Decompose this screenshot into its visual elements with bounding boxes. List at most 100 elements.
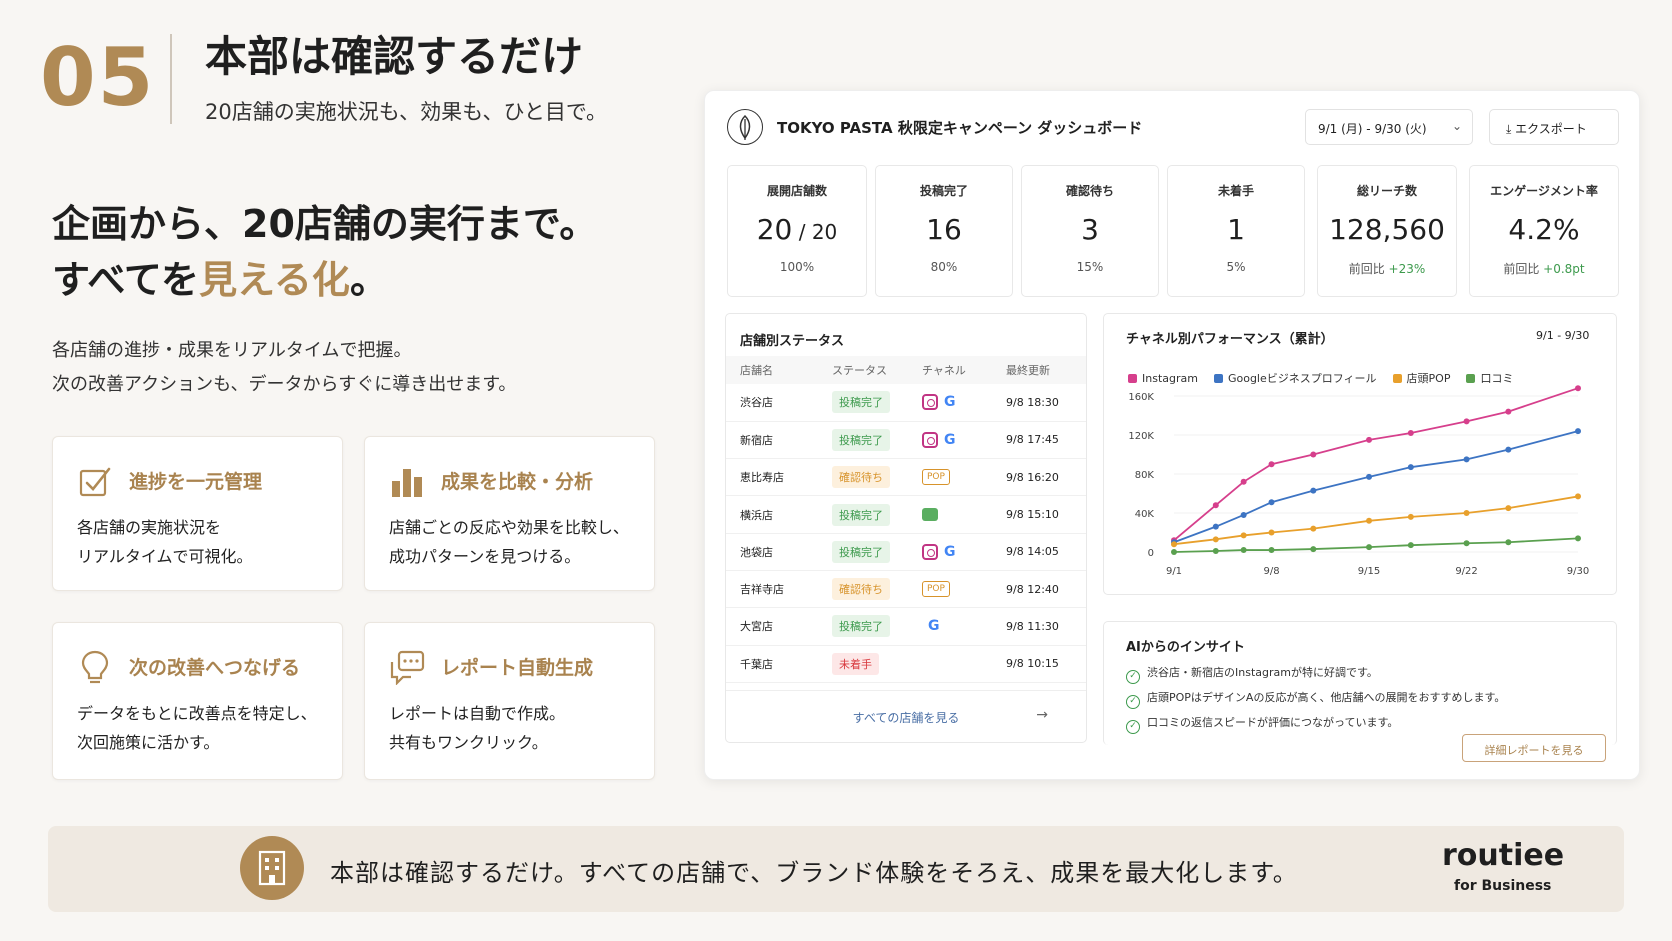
table-header-row: 店舗名 ステータス チャネル 最終更新 — [726, 356, 1086, 384]
cell-channel: G — [908, 384, 992, 422]
cell-store: 大宮店 — [726, 607, 818, 646]
kpi-sub: 前回比 +0.8pt — [1470, 260, 1618, 277]
cell-store: 横浜店 — [726, 495, 818, 534]
footer-message: 本部は確認するだけ。すべての店舗で、ブランド体験をそろえ、成果を最大化します。 — [330, 859, 1298, 887]
cell-updated: 9/8 11:30 — [992, 607, 1086, 646]
table-row[interactable]: 吉祥寺店 確認待ち POP 9/8 12:40 — [726, 570, 1086, 609]
cell-status: 投稿完了 — [818, 495, 908, 534]
legend-item: 口コミ — [1466, 372, 1513, 385]
export-button[interactable]: ⤓ エクスポート — [1489, 109, 1619, 145]
page-title: 本部は確認するだけ — [205, 32, 584, 81]
cell-updated: 9/8 14:05 — [992, 533, 1086, 571]
data-point — [1366, 436, 1373, 443]
cell-store: 吉祥寺店 — [726, 570, 818, 609]
kpi-sub-delta: +23% — [1388, 262, 1426, 276]
detail-report-button[interactable]: 詳細レポートを見る — [1462, 734, 1606, 762]
data-point — [1310, 487, 1317, 494]
header-divider — [170, 34, 172, 124]
cell-channel: POP — [908, 570, 992, 609]
channel-performance-panel: チャネル別パフォーマンス（累計） 9/1 - 9/30 Instagram Goo… — [1103, 313, 1617, 595]
feature-card-compare: 成果を比較・分析 店舗ごとの反応や効果を比較し、 成功パターンを見つける。 — [364, 436, 655, 591]
data-point — [1212, 502, 1219, 509]
table-row[interactable]: 千葉店 未着手 9/8 10:15 — [726, 645, 1086, 683]
checklist-icon — [79, 467, 111, 497]
google-icon: G — [944, 431, 956, 448]
see-all-stores-link[interactable]: すべての店舗を見る → — [726, 690, 1086, 742]
see-all-label: すべての店舗を見る — [852, 711, 960, 725]
cell-store: 千葉店 — [726, 645, 818, 683]
series-line — [1173, 430, 1579, 544]
cell-status: 投稿完了 — [818, 607, 908, 646]
data-point — [1463, 540, 1470, 547]
description: 各店舗の進捗・成果をリアルタイムで把握。 次の改善アクションも、データからすぐに… — [52, 334, 516, 402]
kpi-card-stores: 展開店舗数 20 / 20 100% — [727, 165, 867, 297]
brand-logo — [727, 109, 763, 145]
description-line1: 各店舗の進捗・成果をリアルタイムで把握。 — [52, 340, 412, 361]
kpi-label: 投稿完了 — [919, 184, 968, 198]
data-point — [1505, 539, 1512, 546]
export-label: エクスポート — [1515, 122, 1587, 136]
table-row[interactable]: 恵比寿店 確認待ち POP 9/8 16:20 — [726, 458, 1086, 497]
feature-text-line1: 各店舗の実施状況を — [77, 518, 222, 537]
date-range-select[interactable]: 9/1 (月) - 9/30 (火) ⌄ — [1305, 109, 1473, 145]
status-badge: 投稿完了 — [832, 428, 890, 451]
y-tick-label: 80K — [1135, 470, 1155, 481]
pop-icon: POP — [922, 469, 950, 486]
store-status-panel: 店舗別ステータス 店舗名 ステータス チャネル 最終更新 渋谷店 投稿完了 G 9/8… — [725, 313, 1087, 743]
status-badge: 確認待ち — [832, 578, 890, 601]
page-subtitle: 20店舗の実施状況も、効果も、ひと目で。 — [205, 100, 607, 124]
kpi-sub: 前回比 +23% — [1318, 260, 1456, 277]
kpi-card-pending: 確認待ち 3 15% — [1021, 165, 1159, 297]
legend-item: Googleビジネスプロフィール — [1213, 372, 1377, 385]
data-point — [1366, 517, 1373, 524]
feature-card-report: レポート自動生成 レポートは自動で作成。 共有もワンクリック。 — [364, 622, 655, 780]
brand-subtitle: for Business — [1454, 878, 1552, 894]
kpi-label: エンゲージメント率 — [1490, 184, 1598, 198]
insight-item: ✓ 口コミの返信スピードが評価につながっています。 — [1126, 714, 1398, 734]
insight-text: 店頭POPはデザインAの反応が高く、他店舗への展開をおすすめします。 — [1147, 691, 1506, 704]
feature-text-line2: 共有もワンクリック。 — [389, 733, 548, 752]
feature-text-line1: データをもとに改善点を特定し、 — [77, 704, 317, 723]
data-point — [1463, 418, 1470, 425]
kpi-value: 3 — [1081, 213, 1099, 246]
description-line2: 次の改善アクションも、データからすぐに導き出せます。 — [52, 374, 517, 395]
cell-updated: 9/8 17:45 — [992, 421, 1086, 460]
cell-store: 新宿店 — [726, 421, 818, 460]
dashboard: TOKYO PASTA 秋限定キャンペーン ダッシュボード 9/1 (月) - … — [704, 90, 1640, 780]
data-point — [1575, 428, 1581, 435]
cell-channel: POP — [908, 458, 992, 497]
col-header-channel: チャネル — [908, 356, 992, 384]
data-point — [1268, 499, 1275, 506]
legend-swatch — [1392, 374, 1402, 383]
y-tick-label: 120K — [1128, 431, 1154, 442]
dashboard-title: TOKYO PASTA 秋限定キャンペーン ダッシュボード — [777, 119, 1143, 137]
building-icon — [258, 850, 286, 886]
feature-title: 進捗を一元管理 — [129, 471, 263, 493]
col-header-store: 店舗名 — [726, 356, 818, 384]
table-row[interactable]: 渋谷店 投稿完了 G 9/8 18:30 — [726, 384, 1086, 422]
y-tick-label: 160K — [1128, 392, 1154, 403]
chevron-down-icon: ⌄ — [1451, 119, 1462, 133]
cell-store: 池袋店 — [726, 533, 818, 571]
headline-line2: すべてを見える化。 — [52, 252, 388, 308]
feature-text-line2: 成功パターンを見つける。 — [389, 547, 581, 566]
feature-title: 成果を比較・分析 — [441, 471, 594, 493]
data-point — [1212, 548, 1219, 555]
feature-title: レポート自動生成 — [441, 657, 594, 679]
instagram-icon — [922, 543, 938, 560]
series-line — [1173, 495, 1579, 546]
kpi-sub-delta: +0.8pt — [1543, 262, 1585, 276]
series-line — [1173, 537, 1579, 553]
table-row[interactable]: 大宮店 投稿完了 G 9/8 11:30 — [726, 607, 1086, 646]
store-status-table: 店舗名 ステータス チャネル 最終更新 渋谷店 投稿完了 G 9/8 18:30 新宿店… — [726, 356, 1086, 683]
table-row[interactable]: 池袋店 投稿完了 G 9/8 14:05 — [726, 533, 1086, 571]
legend-label: Googleビジネスプロフィール — [1227, 372, 1377, 385]
data-point — [1407, 464, 1414, 471]
google-icon: G — [928, 618, 940, 635]
data-point — [1310, 451, 1317, 458]
data-point — [1171, 549, 1177, 555]
table-row[interactable]: 新宿店 投稿完了 G 9/8 17:45 — [726, 421, 1086, 460]
table-row[interactable]: 横浜店 投稿完了 9/8 15:10 — [726, 495, 1086, 534]
cell-updated: 9/8 10:15 — [992, 645, 1086, 683]
instagram-icon — [922, 394, 938, 411]
